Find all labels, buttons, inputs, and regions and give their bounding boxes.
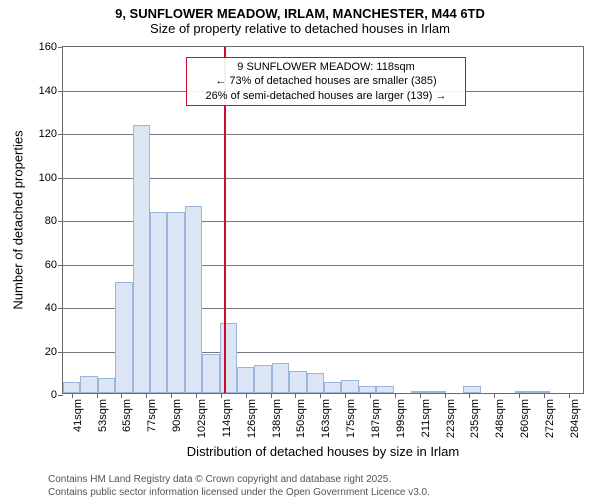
histogram-bar	[515, 391, 532, 393]
y-tick-label: 20	[45, 346, 63, 358]
x-tick	[171, 393, 172, 398]
y-tick-label: 80	[45, 215, 63, 227]
histogram-bar	[324, 382, 341, 393]
histogram-bar	[185, 206, 202, 393]
x-tick	[370, 393, 371, 398]
x-tick	[221, 393, 222, 398]
x-tick-label: 187sqm	[370, 399, 382, 438]
x-axis-label: Distribution of detached houses by size …	[187, 444, 459, 459]
x-tick	[420, 393, 421, 398]
x-tick	[121, 393, 122, 398]
histogram-bar	[167, 212, 184, 393]
x-tick	[246, 393, 247, 398]
histogram-bar	[533, 391, 550, 393]
y-tick-label: 140	[39, 85, 63, 97]
y-tick-label: 120	[39, 128, 63, 140]
y-tick-label: 100	[39, 172, 63, 184]
chart-title: 9, SUNFLOWER MEADOW, IRLAM, MANCHESTER, …	[0, 6, 600, 21]
annotation-line: 26% of semi-detached houses are larger (…	[191, 89, 461, 103]
x-tick	[345, 393, 346, 398]
x-tick-label: 138sqm	[271, 399, 283, 438]
x-tick	[196, 393, 197, 398]
footer-line-2: Contains public sector information licen…	[48, 487, 430, 500]
histogram-bar	[220, 323, 237, 393]
y-axis-label: Number of detached properties	[11, 130, 26, 309]
x-tick	[469, 393, 470, 398]
x-tick	[295, 393, 296, 398]
histogram-bar	[202, 354, 219, 393]
x-tick-label: 199sqm	[395, 399, 407, 438]
x-tick	[519, 393, 520, 398]
y-tick-label: 40	[45, 302, 63, 314]
x-tick	[97, 393, 98, 398]
x-tick	[494, 393, 495, 398]
y-tick-label: 60	[45, 259, 63, 271]
histogram-bar	[98, 378, 115, 393]
x-tick-label: 41sqm	[72, 399, 84, 432]
annotation-line: 9 SUNFLOWER MEADOW: 118sqm	[191, 60, 461, 74]
histogram-bar	[428, 391, 445, 393]
x-tick-label: 175sqm	[345, 399, 357, 438]
x-tick-label: 223sqm	[445, 399, 457, 438]
footer-line-1: Contains HM Land Registry data © Crown c…	[48, 474, 430, 487]
x-tick-label: 260sqm	[519, 399, 531, 438]
histogram-bar	[272, 363, 289, 393]
histogram-bar	[237, 367, 254, 393]
x-tick-label: 126sqm	[246, 399, 258, 438]
histogram-bar	[150, 212, 167, 393]
x-tick-label: 211sqm	[420, 399, 432, 437]
histogram-bar	[376, 386, 393, 393]
x-tick	[395, 393, 396, 398]
histogram-bar	[133, 125, 150, 393]
histogram-bar	[307, 373, 324, 393]
histogram-bar	[80, 376, 97, 393]
x-tick	[569, 393, 570, 398]
histogram-bar	[463, 386, 480, 393]
footer-attribution: Contains HM Land Registry data © Crown c…	[48, 474, 430, 499]
chart-container: 9, SUNFLOWER MEADOW, IRLAM, MANCHESTER, …	[0, 0, 600, 500]
x-tick-label: 90sqm	[171, 399, 183, 432]
x-tick	[544, 393, 545, 398]
histogram-bar	[115, 282, 132, 393]
y-tick-label: 0	[51, 389, 63, 401]
histogram-bar	[254, 365, 271, 393]
x-tick	[146, 393, 147, 398]
histogram-bar	[63, 382, 80, 393]
x-tick-label: 272sqm	[544, 399, 556, 438]
x-tick-label: 235sqm	[469, 399, 481, 438]
x-tick	[271, 393, 272, 398]
x-tick-label: 53sqm	[97, 399, 109, 432]
annotation-line: ← 73% of detached houses are smaller (38…	[191, 74, 461, 88]
x-tick	[445, 393, 446, 398]
x-tick-label: 248sqm	[494, 399, 506, 438]
x-tick-label: 77sqm	[146, 399, 158, 432]
y-tick-label: 160	[39, 41, 63, 53]
x-tick-label: 114sqm	[221, 399, 233, 437]
x-tick-label: 284sqm	[569, 399, 581, 438]
x-tick	[72, 393, 73, 398]
x-tick-label: 65sqm	[121, 399, 133, 432]
chart-title-block: 9, SUNFLOWER MEADOW, IRLAM, MANCHESTER, …	[0, 6, 600, 36]
histogram-bar	[359, 386, 376, 393]
x-tick-label: 150sqm	[295, 399, 307, 438]
x-tick-label: 102sqm	[196, 399, 208, 438]
chart-subtitle: Size of property relative to detached ho…	[0, 21, 600, 36]
x-tick	[320, 393, 321, 398]
histogram-bar	[341, 380, 358, 393]
histogram-bar	[289, 371, 306, 393]
annotation-box: 9 SUNFLOWER MEADOW: 118sqm← 73% of detac…	[186, 57, 466, 106]
x-tick-label: 163sqm	[320, 399, 332, 438]
